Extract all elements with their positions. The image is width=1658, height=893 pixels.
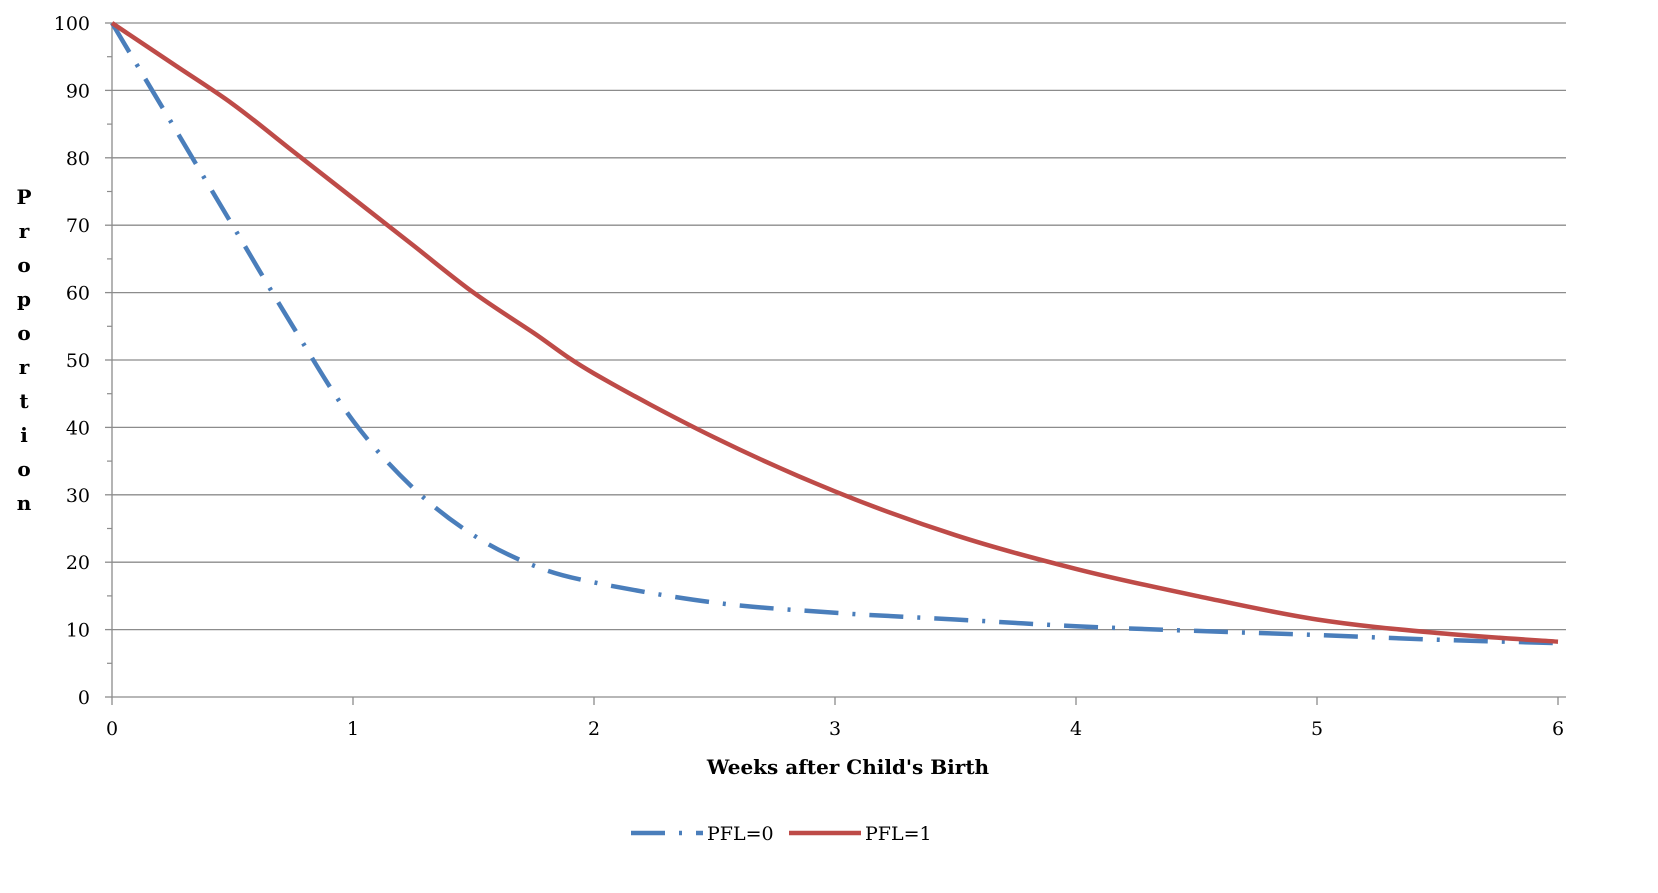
axes [105,22,1566,705]
y-axis-title-letter: i [20,423,28,447]
y-tick-label: 50 [66,350,90,372]
legend-label: PFL=0 [707,823,774,845]
y-tick-label: 100 [54,13,90,35]
y-tick-label: 20 [66,552,90,574]
tick-labels: 0 10 20 30 40 50 60 70 80 90 100 0 1 2 3 4 5 6 [54,13,1564,740]
x-tick-label: 0 [106,718,118,740]
x-tick-label: 6 [1552,718,1564,740]
x-tick-label: 1 [347,718,359,740]
x-tick-label: 4 [1070,718,1082,740]
x-tick-label: 5 [1311,718,1323,740]
series-line-pfl-0 [110,21,1559,646]
y-axis-title-letter: t [19,389,29,413]
legend: PFL=0 PFL=1 [631,823,932,845]
y-axis-title-letter: o [17,457,30,481]
y-tick-label: 60 [66,283,90,305]
y-tick-label: 90 [66,80,90,102]
y-axis-title-letter: P [16,185,31,209]
y-tick-label: 40 [66,417,90,439]
x-tick-label: 3 [829,718,841,740]
y-axis-title-letter: r [19,219,30,243]
y-axis-title-letter: o [17,321,30,345]
gridlines [112,22,1566,631]
y-tick-label: 80 [66,148,90,170]
x-tick-label: 2 [588,718,600,740]
y-axis-title-letter: p [17,287,31,311]
x-axis-title: Weeks after Child's Birth [706,755,990,779]
series-line-pfl-1 [110,21,1559,644]
y-tick-label: 30 [66,485,90,507]
series-lines [110,21,1559,646]
y-axis-title-letter: o [17,253,30,277]
y-axis-title-letter: r [19,355,30,379]
y-tick-label: 0 [78,687,90,709]
legend-label: PFL=1 [865,823,932,845]
y-tick-label: 10 [66,620,90,642]
y-tick-label: 70 [66,215,90,237]
y-axis-title-letter: n [17,491,32,515]
